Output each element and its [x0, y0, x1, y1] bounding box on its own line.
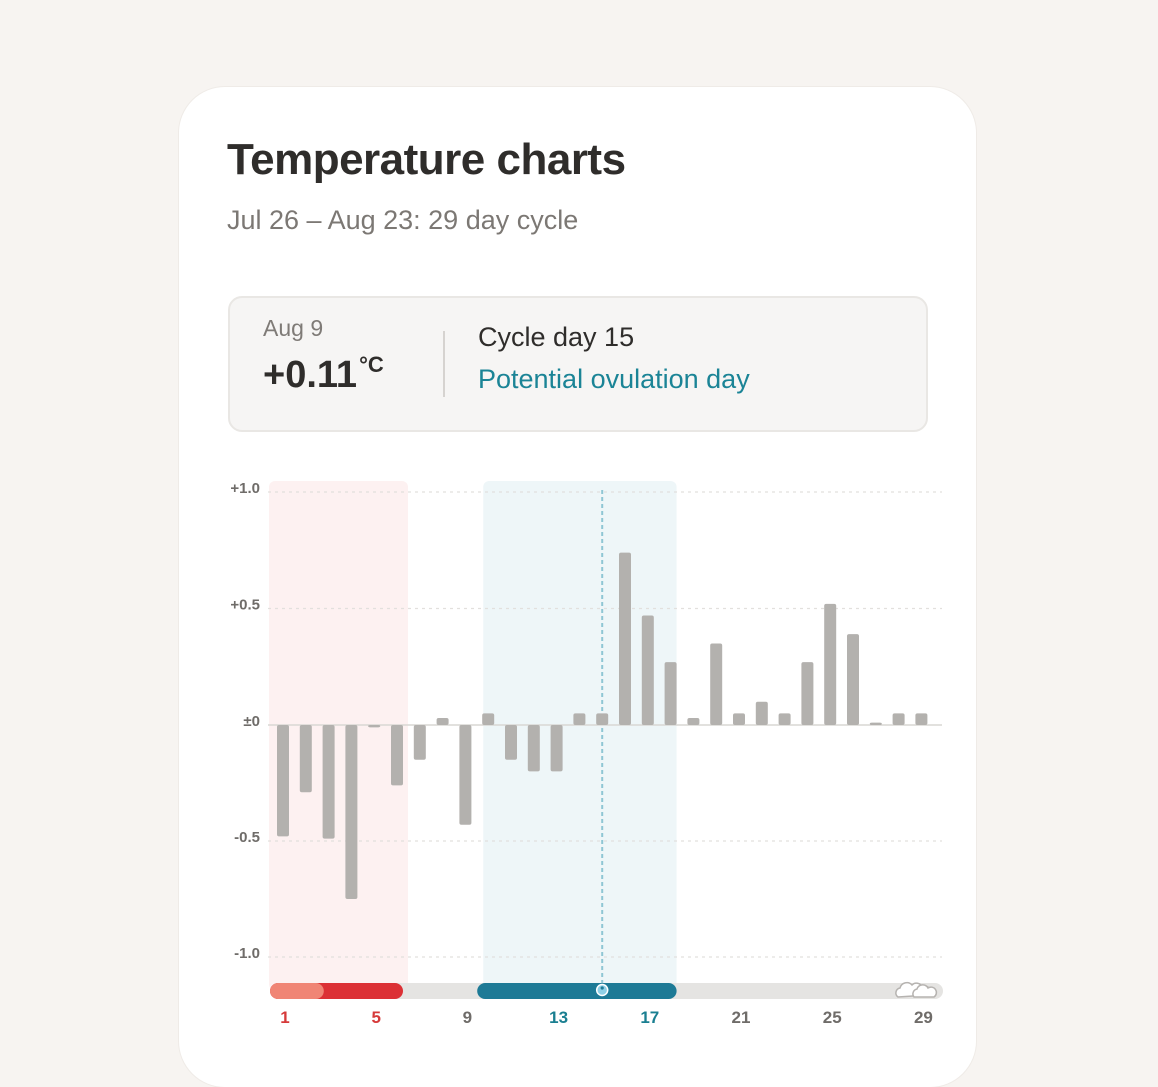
temperature-bar [755, 701, 768, 725]
temperature-bar [687, 718, 700, 725]
temperature-bar [391, 725, 403, 786]
cloud-icon [912, 984, 938, 998]
y-tick-label: -0.5 [234, 829, 260, 846]
temperature-bar [801, 662, 814, 725]
temperature-bar [619, 552, 631, 725]
y-tick-label: -1.0 [234, 945, 260, 962]
period-light-track [270, 983, 324, 999]
x-tick-label: 17 [640, 1008, 659, 1027]
temperature-bar [550, 725, 563, 772]
selected-temperature: +0.11°C [263, 352, 384, 397]
temperature-bar [345, 725, 358, 899]
temperature-bar [573, 713, 586, 725]
temperature-bar [778, 713, 791, 725]
temperature-bar [459, 725, 472, 825]
page-title: Temperature charts [227, 135, 626, 184]
cycle-status: Potential ovulation day [478, 364, 750, 394]
temperature-bar [277, 725, 289, 837]
temperature-bar [892, 713, 905, 725]
temperature-value: +0.11 [263, 354, 358, 396]
y-tick-label: +1.0 [230, 480, 260, 497]
temperature-bar [368, 725, 381, 728]
temperature-chart[interactable]: +1.0 +0.5 ±0 -0.5 -1.0 1 5 9 13 17 21 25 29 [0, 0, 1158, 1050]
x-tick-label: 1 [280, 1008, 289, 1027]
selected-day-summary[interactable]: Aug 9 +0.11°C Cycle day 15 Potential ovu… [228, 296, 928, 432]
fertile-track [477, 983, 677, 999]
x-tick-label: 21 [732, 1008, 751, 1027]
temperature-bar [641, 615, 654, 725]
temperature-bar [869, 722, 882, 725]
ovulation-marker-dot [600, 986, 604, 990]
temperature-bar [596, 713, 609, 725]
x-tick-label: 29 [914, 1008, 933, 1027]
temperature-bar [299, 725, 312, 793]
cycle-range: Jul 26 – Aug 23: 29 day cycle [227, 205, 579, 235]
cycle-day: Cycle day 15 [478, 322, 635, 352]
period-band [269, 481, 408, 990]
temperature-bar [915, 713, 928, 725]
temperature-bar [710, 643, 723, 725]
summary-divider [443, 331, 445, 397]
x-tick-label: 9 [463, 1008, 472, 1027]
temperature-bar [505, 725, 517, 760]
selected-date: Aug 9 [263, 315, 324, 341]
temperature-bar [847, 634, 859, 725]
temperature-bar [413, 725, 426, 760]
x-tick-label: 5 [371, 1008, 380, 1027]
temperature-bar [527, 725, 540, 772]
y-tick-label: +0.5 [230, 597, 260, 614]
temperature-bar [664, 662, 677, 725]
temperature-bar [436, 718, 449, 725]
x-tick-label: 25 [823, 1008, 842, 1027]
x-tick-label: 13 [549, 1008, 568, 1027]
temperature-bar [733, 713, 745, 725]
temperature-bar [482, 713, 495, 725]
y-tick-label: ±0 [243, 713, 260, 730]
temperature-bar [824, 603, 837, 725]
temperature-bar [322, 725, 335, 839]
ovulation-marker [595, 983, 609, 997]
temperature-unit: °C [359, 352, 384, 377]
